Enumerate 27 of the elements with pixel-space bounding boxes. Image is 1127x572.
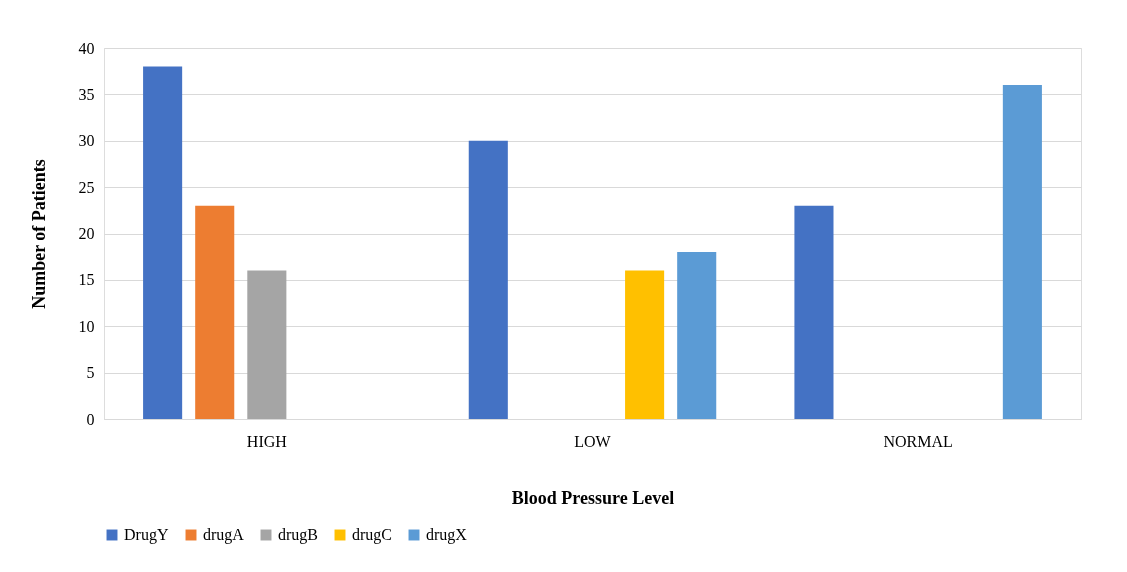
y-tick-label: 40	[78, 39, 95, 57]
legend-label: drugB	[278, 526, 318, 544]
bar	[195, 205, 235, 419]
legend-label: DrugY	[124, 526, 169, 544]
y-tick-label: 35	[78, 85, 95, 103]
bar	[625, 270, 665, 419]
legend-label: drugC	[352, 526, 392, 544]
y-tick-label: 0	[86, 410, 95, 428]
y-tick-label: 10	[78, 317, 95, 335]
x-tick-label: LOW	[574, 432, 612, 450]
x-tick-label: NORMAL	[883, 432, 953, 450]
y-tick-label: 30	[78, 132, 95, 150]
bar	[794, 205, 834, 419]
x-axis-title: Blood Pressure Level	[511, 487, 675, 508]
y-axis-title: Number of Patients	[28, 159, 49, 309]
bar	[468, 140, 508, 419]
bar	[143, 66, 183, 419]
y-tick-label: 15	[78, 271, 95, 289]
y-tick-label: 20	[78, 225, 95, 242]
legend-label: drugX	[426, 526, 468, 544]
bar	[677, 252, 717, 419]
x-tick-label: HIGH	[246, 432, 288, 450]
y-tick-label: 5	[86, 364, 95, 382]
bar	[1002, 85, 1042, 419]
y-tick-label: 25	[78, 178, 95, 196]
bar	[247, 270, 287, 419]
legend-label: drugA	[203, 526, 245, 544]
